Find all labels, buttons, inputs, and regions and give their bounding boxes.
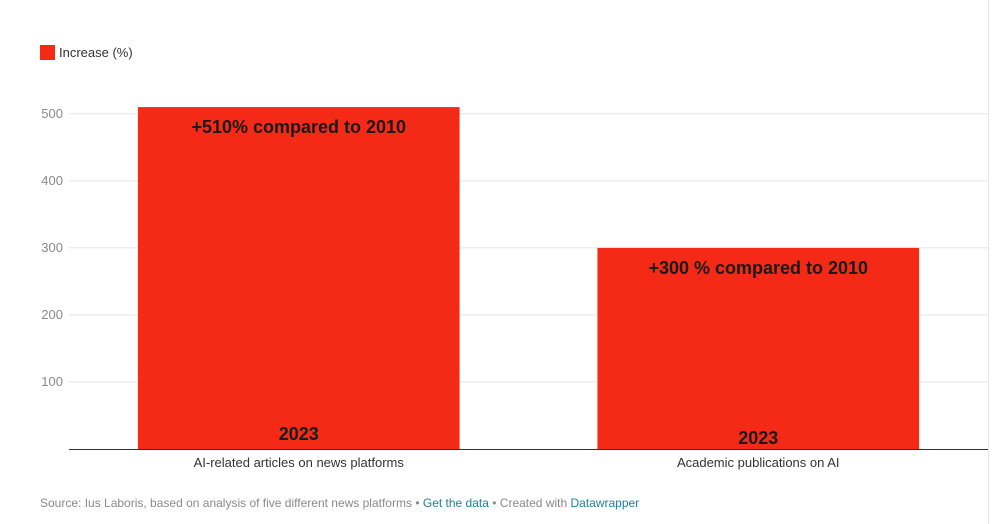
- x-category-label: Academic publications on AI: [677, 455, 840, 470]
- y-tick-label: 400: [41, 173, 63, 188]
- y-tick-label: 200: [41, 307, 63, 322]
- bar-year-label: 2023: [279, 424, 319, 444]
- bar-chart: 100 200 300 400 500 +510% compared to 2010 202…: [41, 106, 988, 470]
- created-with-text: • Created with: [488, 496, 571, 510]
- footer: Source: Ius Laboris, based on analysis o…: [40, 496, 639, 510]
- y-tick-label: 100: [41, 374, 63, 389]
- bar-top-annotation: +300 % compared to 2010: [648, 258, 868, 278]
- x-category-label: AI-related articles on news platforms: [194, 455, 405, 470]
- legend-label: Increase (%): [59, 44, 133, 60]
- source-text: Source: Ius Laboris, based on analysis o…: [40, 496, 412, 510]
- datawrapper-link[interactable]: Datawrapper: [570, 496, 640, 510]
- bar: [597, 247, 920, 449]
- footer-separator: •: [411, 496, 423, 510]
- bar-top-annotation: +510% compared to 2010: [191, 117, 406, 137]
- bar-year-label: 2023: [738, 428, 778, 448]
- right-border: [988, 0, 989, 524]
- bar: [137, 107, 460, 449]
- legend: Increase (%): [40, 43, 133, 61]
- y-tick-label: 500: [41, 106, 63, 121]
- y-tick-label: 300: [41, 240, 63, 255]
- get-the-data-link[interactable]: Get the data: [422, 496, 489, 510]
- legend-swatch: [40, 44, 55, 60]
